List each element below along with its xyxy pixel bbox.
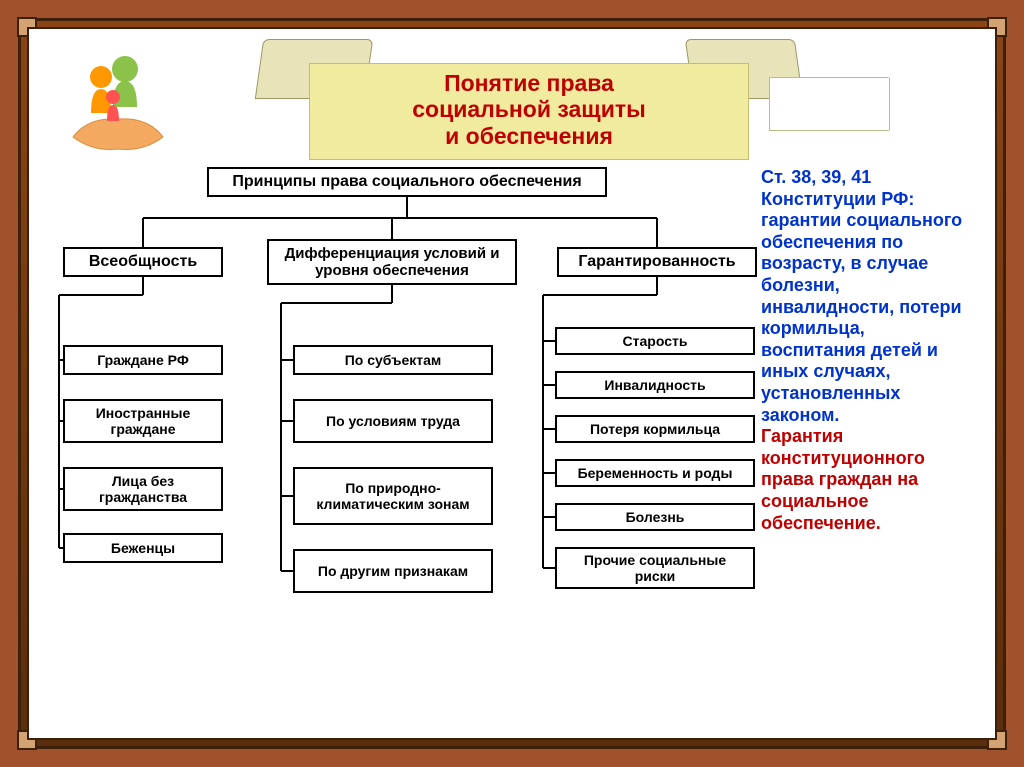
chart-node-c14: Беженцы [63, 533, 223, 563]
chart-node-c35: Болезнь [555, 503, 755, 531]
chart-node-c11: Граждане РФ [63, 345, 223, 375]
right-text-column: Ст. 38, 39, 41 Конституции РФ: гарантии … [761, 167, 973, 718]
chart-node-c13: Лица без гражданства [63, 467, 223, 511]
slide-inner-frame: Понятие права социальной защиты и обеспе… [27, 27, 997, 740]
chart-node-c24: По другим признакам [293, 549, 493, 593]
banner-body: Понятие права социальной защиты и обеспе… [309, 63, 749, 160]
org-chart: Принципы права социального обеспечения Вс… [57, 167, 747, 718]
chart-node-c22: По условиям труда [293, 399, 493, 443]
title-banner: Понятие права социальной защиты и обеспе… [249, 37, 809, 167]
banner-flag [769, 77, 889, 131]
slide-outer-frame: Понятие права социальной защиты и обеспе… [18, 18, 1006, 749]
right-text-highlight: Гарантия конституционного права граждан … [761, 426, 925, 532]
chart-node-c36: Прочие социальные риски [555, 547, 755, 589]
chart-node-root: Принципы права социального обеспечения [207, 167, 607, 197]
chart-node-c23: По природно-климатическим зонам [293, 467, 493, 525]
title-line: и обеспечения [445, 123, 613, 149]
chart-node-c34: Беременность и роды [555, 459, 755, 487]
slide-title: Понятие права социальной защиты и обеспе… [320, 70, 738, 149]
right-text-body: гарантии социального обеспечения по возр… [761, 210, 962, 424]
title-line: социальной защиты [412, 96, 646, 122]
chart-node-c33: Потеря кормильца [555, 415, 755, 443]
chart-node-b3: Гарантированность [557, 247, 757, 277]
title-line: Понятие права [444, 70, 614, 96]
chart-node-c12: Иностранные граждане [63, 399, 223, 443]
chart-node-c31: Старость [555, 327, 755, 355]
chart-node-c21: По субъектам [293, 345, 493, 375]
chart-node-b2: Дифференциация условий и уровня обеспече… [267, 239, 517, 285]
right-text-head: Ст. 38, 39, 41 Конституции РФ: [761, 167, 914, 209]
chart-node-c32: Инвалидность [555, 371, 755, 399]
family-icon [63, 47, 173, 157]
chart-node-b1: Всеобщность [63, 247, 223, 277]
